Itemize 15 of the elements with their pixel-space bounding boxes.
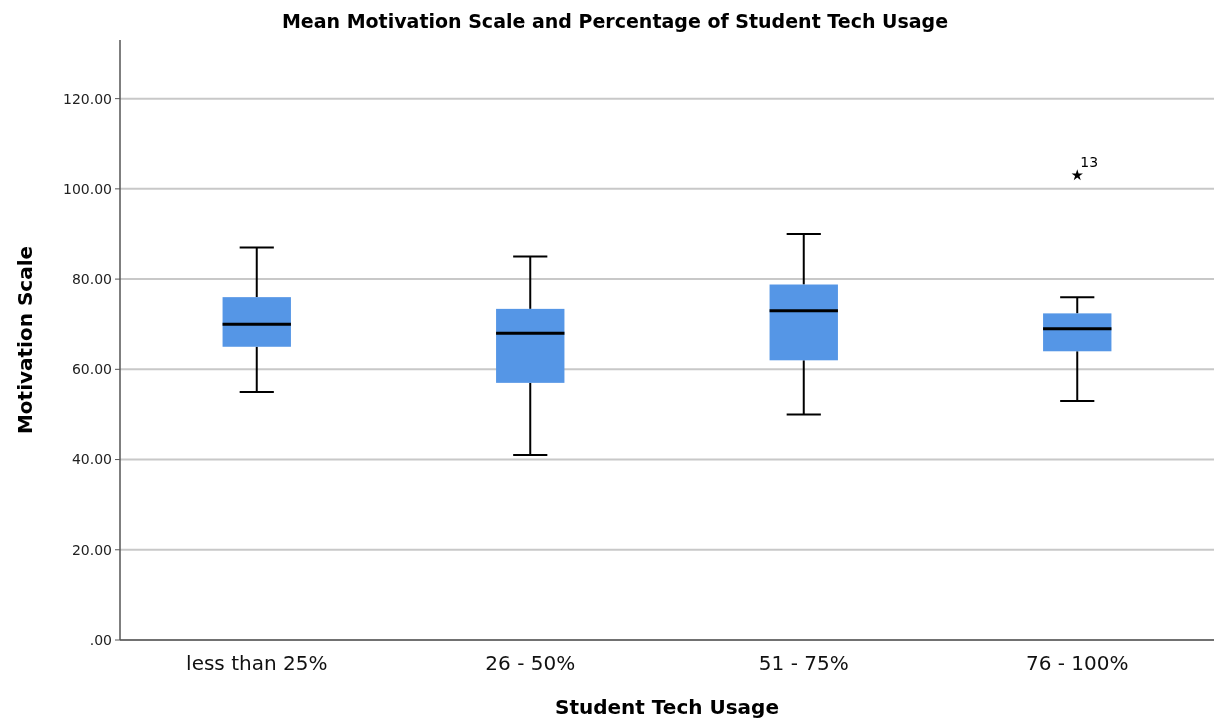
y-tick-label: 20.00 <box>71 541 112 558</box>
y-tick-label: .00 <box>89 631 112 648</box>
x-tick-label: 76 - 100% <box>1025 651 1129 675</box>
y-tick-label: 60.00 <box>71 361 112 378</box>
y-tick-label: 100.00 <box>63 180 112 197</box>
y-tick-label: 40.00 <box>71 451 112 468</box>
y-tick-label: 80.00 <box>71 271 112 287</box>
x-tick-label: 51 - 75% <box>758 651 849 675</box>
x-tick-label: 26 - 50% <box>485 651 576 675</box>
x-axis-title: Student Tech Usage <box>555 695 779 719</box>
annotation: 13 <box>1080 154 1099 171</box>
y-axis-title: Motivation Scale <box>13 245 37 435</box>
y-tick-label: 120.00 <box>63 90 112 107</box>
chart-title: Mean Motivation Scale and Percentage of Student Tech Usage <box>281 10 949 32</box>
x-tick-label: less than 25% <box>186 651 328 675</box>
